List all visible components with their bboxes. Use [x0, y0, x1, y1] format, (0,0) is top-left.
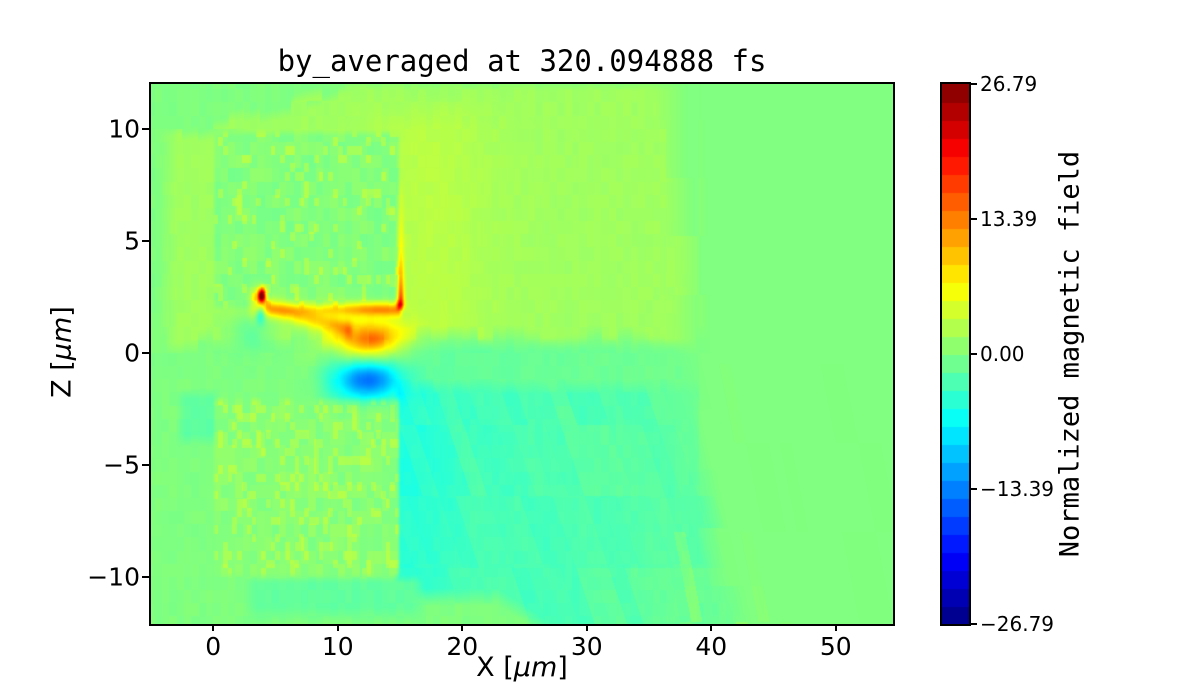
y-tick-mark [142, 127, 149, 130]
y-tick-label: 10 [108, 114, 140, 144]
x-tick-mark [834, 624, 837, 631]
y-tick-mark [142, 575, 149, 578]
x-tick-mark [710, 624, 713, 631]
y-tick-label: −10 [87, 562, 140, 592]
x-tick-label: 30 [570, 632, 603, 661]
plot-area [149, 82, 895, 626]
x-tick-label: 40 [695, 632, 728, 661]
colorbar-label: Normalized magnetic field [1054, 150, 1086, 558]
colorbar-tick-mark [971, 353, 977, 355]
y-tick-label: −5 [103, 450, 140, 480]
colorbar-tick-label: −13.39 [980, 476, 1055, 501]
y-tick-mark [142, 351, 149, 354]
x-tick-mark [585, 624, 588, 631]
colorbar-tick-mark [971, 83, 977, 85]
x-tick-label: 0 [205, 632, 222, 661]
colorbar-tick-label: 0.00 [980, 342, 1025, 366]
colorbar-tick-mark [971, 218, 977, 221]
colorbar-tick-label: −26.79 [980, 612, 1055, 636]
y-tick-label: 5 [124, 226, 140, 256]
colorbar [940, 82, 971, 626]
heatmap-canvas [151, 84, 893, 624]
x-tick-mark [461, 624, 464, 631]
y-tick-mark [142, 463, 149, 466]
colorbar-tick-label: 13.39 [980, 207, 1038, 232]
x-axis-label-unit: μm [513, 652, 558, 683]
colorbar-tick-mark [971, 487, 977, 490]
x-axis-label-prefix: X [ [476, 652, 514, 683]
x-tick-label: 10 [321, 632, 354, 661]
y-tick-label: 0 [124, 338, 140, 368]
y-tick-mark [142, 239, 149, 242]
y-axis-label-suffix: ] [46, 306, 78, 317]
x-tick-label: 20 [446, 632, 479, 661]
x-tick-mark [212, 624, 215, 631]
plot-title: by_averaged at 320.094888 fs [277, 44, 767, 78]
colorbar-tick-label: 26.79 [980, 72, 1038, 96]
x-tick-label: 50 [819, 632, 852, 661]
x-axis-label: X [μm] [149, 652, 895, 683]
colorbar-canvas [942, 84, 969, 624]
x-axis-label-suffix: ] [557, 652, 568, 683]
colorbar-tick-mark [971, 623, 977, 625]
x-tick-mark [336, 624, 339, 631]
